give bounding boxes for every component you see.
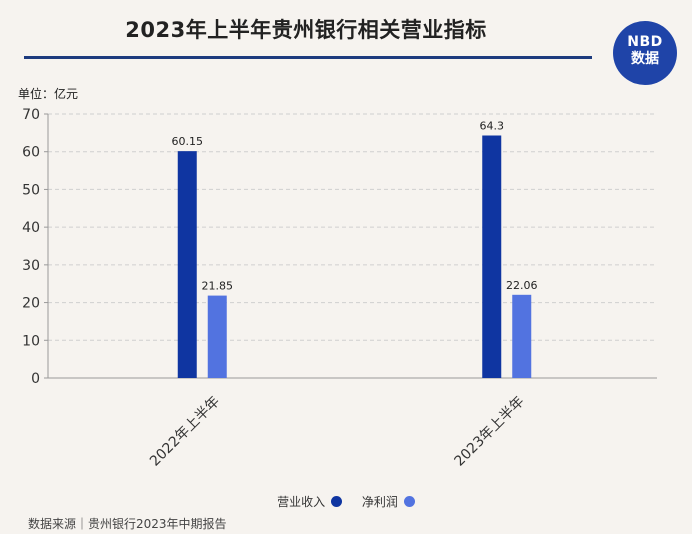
unit-label: 单位：亿元 bbox=[18, 87, 79, 101]
data-label: 22.06 bbox=[506, 279, 538, 292]
legend-swatch-revenue bbox=[331, 496, 343, 507]
bar bbox=[482, 135, 502, 378]
data-label: 60.15 bbox=[172, 135, 204, 148]
y-tick-label: 30 bbox=[22, 258, 40, 274]
logo-text-data: 数据 bbox=[631, 51, 659, 67]
y-tick-label: 20 bbox=[22, 296, 40, 312]
y-tick-label: 10 bbox=[22, 333, 40, 349]
y-tick-label: 50 bbox=[22, 182, 40, 198]
data-source: 数据来源｜贵州银行2023年中期报告 bbox=[28, 517, 227, 531]
x-tick-label: 2023年上半年 bbox=[451, 394, 527, 470]
legend-label-net-profit: 净利润 bbox=[361, 495, 398, 509]
legend: 营业收入 净利润 bbox=[0, 493, 692, 510]
nbd-logo: NBD 数据 bbox=[613, 21, 677, 85]
legend-label-revenue: 营业收入 bbox=[277, 495, 326, 509]
chart-title: 2023年上半年贵州银行相关营业指标 bbox=[125, 18, 487, 42]
legend-item-net-profit: 净利润 bbox=[362, 493, 415, 510]
y-tick-label: 40 bbox=[22, 220, 40, 236]
bar bbox=[207, 295, 227, 378]
legend-swatch-net-profit bbox=[403, 496, 415, 507]
data-label: 21.85 bbox=[202, 280, 234, 293]
legend-item-revenue: 营业收入 bbox=[277, 493, 343, 510]
x-tick-label: 2022年上半年 bbox=[147, 394, 223, 470]
y-tick-label: 70 bbox=[22, 107, 40, 123]
data-label: 64.3 bbox=[480, 119, 505, 132]
y-tick-label: 0 bbox=[31, 371, 40, 387]
y-tick-label: 60 bbox=[22, 145, 40, 161]
title-underline bbox=[24, 56, 592, 59]
bar bbox=[177, 151, 197, 378]
logo-text-nbd: NBD bbox=[627, 34, 663, 50]
bar bbox=[512, 294, 532, 378]
